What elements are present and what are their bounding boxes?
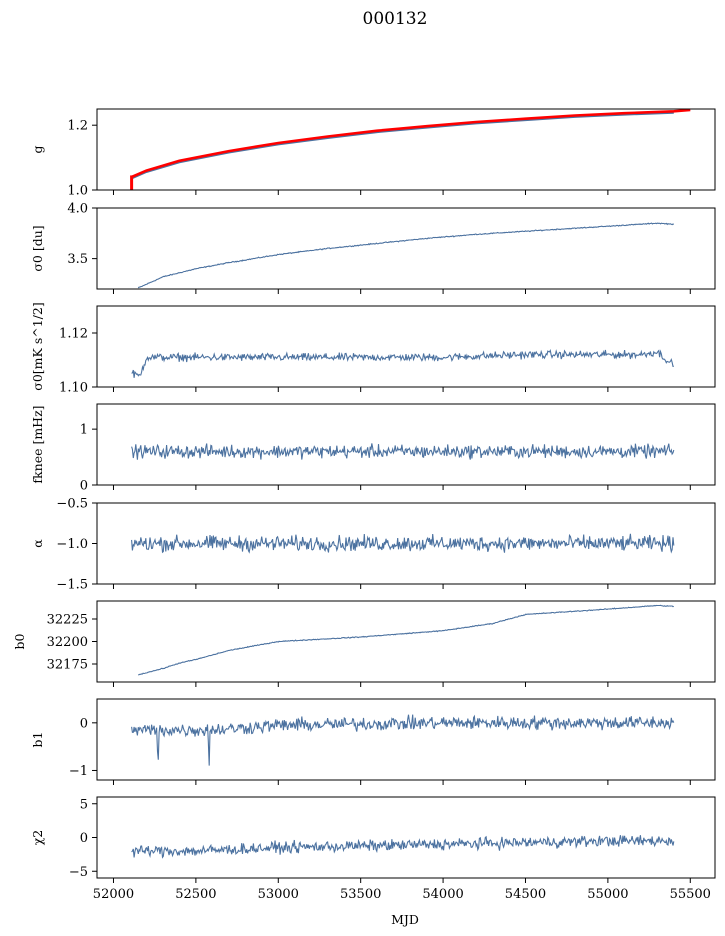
y-tick-label-sigma0_mk-0: 1.10 [59, 381, 88, 396]
y-tick-label-b0-0: 32175 [47, 658, 88, 673]
y-axis-label-b1: b1 [30, 732, 45, 748]
panel-g: 1.0 1.2 g [30, 108, 716, 199]
axes-frame-sigma0_du [96, 207, 716, 290]
y-tick-label-b1-0: −1 [69, 764, 88, 779]
y-tick-label-b1-1: 0 [80, 716, 88, 731]
y-tick-label-alpha-2: −0.5 [56, 497, 88, 512]
y-axis-label-alpha: α [30, 539, 45, 548]
axes-frame-fknee [96, 403, 716, 486]
series-line-chi2 [131, 835, 675, 859]
y-axis-label-b0: b0 [12, 633, 27, 649]
panel-alpha: −1.5 −1.0 −0.5 α [30, 497, 716, 593]
series-line-g-0 [131, 112, 674, 180]
y-axis-label-chi2: χ2 [30, 830, 45, 846]
plot-area-g [130, 109, 691, 190]
series-line-alpha [131, 533, 675, 554]
y-axis-label-g: g [30, 145, 45, 153]
x-tick-label-1: 52500 [175, 887, 216, 902]
axes-frame-g [96, 108, 716, 191]
plot-area-b1 [131, 714, 675, 766]
plot-area-sigma0_du [137, 222, 675, 289]
y-tick-label-chi2-2: 5 [80, 797, 88, 812]
y-axis-label-sigma0_mk: σ0[mK s^1/2] [30, 302, 45, 390]
y-tick-label-fknee-0: 0 [80, 479, 88, 494]
y-axis-label-sigma0_du: σ0 [du] [30, 225, 45, 271]
y-tick-label-g-1: 1.2 [67, 119, 88, 134]
plot-area-b0 [138, 604, 674, 676]
series-line-fknee [131, 443, 675, 460]
y-tick-label-b0-2: 32225 [47, 613, 88, 628]
series-line-b0 [138, 604, 674, 676]
y-tick-label-chi2-0: −5 [69, 865, 88, 880]
y-tick-label-sigma0_mk-1: 1.12 [59, 327, 88, 342]
axes-frame-b0 [96, 600, 716, 683]
y-tick-label-sigma0_du-0: 3.5 [67, 252, 88, 267]
series-line-b1 [131, 714, 675, 766]
y-tick-label-sigma0_du-1: 4.0 [67, 202, 88, 217]
panel-chi2: −5 0 5 χ2 [30, 796, 716, 883]
panel-sigma0_mk: 1.10 1.12 σ0[mK s^1/2] [30, 302, 716, 396]
y-tick-label-alpha-1: −1.0 [56, 537, 88, 552]
plot-area-sigma0_mk [131, 348, 674, 378]
y-tick-label-g-0: 1.0 [67, 184, 88, 199]
x-tick-label-0: 52000 [93, 887, 134, 902]
plot-area-chi2 [131, 835, 675, 859]
x-axis-label: MJD [391, 912, 419, 927]
axes-frame-sigma0_mk [96, 305, 716, 388]
panel-sigma0_du: 3.5 4.0 σ0 [du] [30, 202, 716, 294]
y-tick-label-alpha-0: −1.5 [56, 578, 88, 593]
x-tick-label-7: 55500 [670, 887, 711, 902]
series-line-g-1 [131, 109, 691, 179]
series-line-sigma0_du [137, 222, 675, 289]
panels: 1.0 1.2 g 3.5 4.0 σ0 [du] 1.10 1.12 σ0[mK s^1/2]… [12, 108, 716, 902]
panel-b1: −1 0 b1 [30, 698, 716, 785]
x-tick-label-2: 53000 [258, 887, 299, 902]
axes-frame-b1 [96, 698, 716, 781]
series-line-sigma0_mk [131, 348, 674, 378]
y-tick-label-b0-1: 32200 [47, 635, 88, 650]
y-axis-label-fknee: fknee [mHz] [30, 405, 45, 483]
figure-title: 000132 [363, 9, 428, 29]
x-tick-label-5: 54500 [505, 887, 546, 902]
y-tick-label-fknee-1: 1 [80, 423, 88, 438]
x-tick-label-4: 54000 [422, 887, 463, 902]
y-tick-label-chi2-1: 0 [80, 831, 88, 846]
panel-b0: 32175 32200 32225 b0 [12, 600, 716, 687]
plot-area-fknee [131, 443, 675, 460]
plot-area-alpha [131, 533, 675, 554]
x-tick-label-6: 55000 [587, 887, 628, 902]
panel-fknee: 0 1 fknee [mHz] [30, 403, 716, 494]
x-tick-label-3: 53500 [340, 887, 381, 902]
